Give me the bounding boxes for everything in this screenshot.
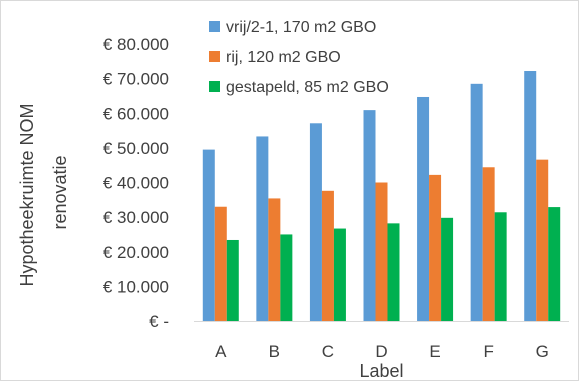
bar-C-series-1	[321, 190, 334, 321]
bar-F-series-2	[494, 212, 507, 321]
y-axis-title-line-1: Hypotheekruimte NOM	[17, 103, 37, 286]
legend-swatch	[209, 51, 220, 62]
x-axis-title: Label	[359, 361, 403, 381]
x-tick-label: D	[375, 342, 387, 361]
x-tick-label: F	[483, 342, 493, 361]
x-tick-label: A	[215, 342, 227, 361]
y-tick-label: € 30.000	[103, 208, 169, 227]
bar-E-series-2	[441, 217, 454, 321]
bar-F-series-1	[482, 167, 495, 321]
bar-D-series-2	[387, 223, 400, 321]
legend-label: rij, 120 m2 GBO	[226, 49, 341, 66]
x-tick-label: G	[536, 342, 549, 361]
x-tick-label: E	[429, 342, 440, 361]
y-tick-label: € 80.000	[103, 35, 169, 54]
y-tick-labels: € - € 10.000 € 20.000 € 30.000 € 40.000 € 50.…	[103, 35, 169, 331]
bar-G-series-2	[548, 207, 561, 321]
legend-label: vrij/2-1, 170 m2 GBO	[226, 19, 376, 36]
y-axis-title-line-2: renovatie	[50, 155, 70, 229]
bar-D-series-0	[363, 110, 376, 321]
bar-E-series-1	[429, 174, 442, 321]
legend-swatch	[209, 21, 220, 32]
bar-C-series-0	[309, 123, 322, 321]
bar-B-series-2	[280, 234, 293, 321]
legend: vrij/2-1, 170 m2 GBO rij, 120 m2 GBO gesta…	[209, 19, 389, 96]
y-tick-label: € 60.000	[103, 104, 169, 123]
legend-label: gestapeld, 85 m2 GBO	[226, 79, 389, 96]
y-tick-label: € 40.000	[103, 174, 169, 193]
bar-B-series-0	[256, 136, 269, 321]
bar-G-series-0	[524, 71, 537, 321]
y-axis-title: Hypotheekruimte NOM renovatie	[17, 98, 70, 286]
y-tick-label: € 10.000	[103, 277, 169, 296]
bar-A-series-2	[226, 239, 239, 321]
x-tick-label: C	[322, 342, 334, 361]
bar-A-series-0	[202, 149, 215, 321]
y-tick-label: € 50.000	[103, 139, 169, 158]
y-tick-label: € 70.000	[103, 70, 169, 89]
bar-C-series-2	[333, 228, 346, 321]
bar-B-series-1	[268, 198, 281, 321]
y-tick-label: € 20.000	[103, 243, 169, 262]
legend-swatch	[209, 81, 220, 92]
bar-E-series-0	[417, 96, 430, 321]
bar-G-series-1	[536, 159, 549, 321]
bar-F-series-0	[470, 83, 483, 321]
x-tick-label: B	[269, 342, 280, 361]
bar-D-series-1	[375, 182, 388, 321]
x-tick-labels: A B C D E F G	[215, 342, 549, 361]
bars-layer	[202, 71, 561, 321]
y-tick-label: € -	[149, 312, 169, 331]
bar-A-series-1	[214, 206, 227, 321]
